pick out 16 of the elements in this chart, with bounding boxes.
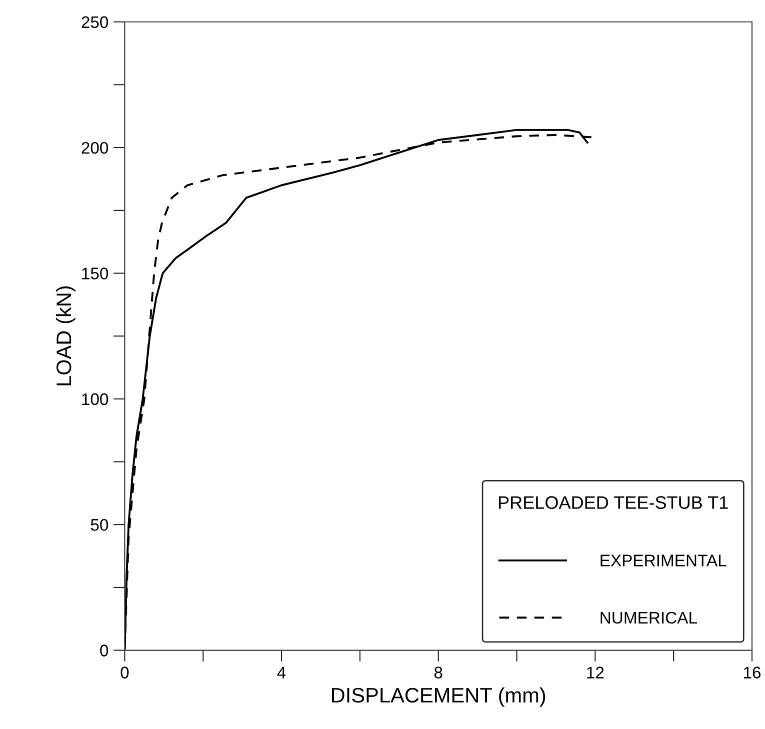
x-tick-label: 8: [434, 666, 442, 678]
x-tick-label: 4: [277, 666, 286, 678]
x-tick-label: 0: [120, 666, 129, 678]
y-tick-label: 150: [82, 268, 108, 280]
y-axis-title: LOAD (kN): [56, 286, 76, 386]
x-tick-label: 16: [744, 666, 761, 678]
y-tick-label: 0: [100, 644, 108, 656]
y-tick-label: 50: [90, 518, 108, 531]
legend-label: EXPERIMENTAL: [600, 554, 726, 566]
legend-label: NUMERICAL: [600, 612, 697, 624]
x-tick-label: 12: [587, 666, 604, 678]
legend-title: PRELOADED TEE-STUB T1: [499, 496, 728, 509]
x-axis-title: DISPLACEMENT (mm): [332, 687, 546, 707]
y-tick-label: 100: [82, 393, 108, 406]
y-tick-label: 200: [82, 142, 108, 154]
y-tick-label: 250: [82, 16, 108, 28]
